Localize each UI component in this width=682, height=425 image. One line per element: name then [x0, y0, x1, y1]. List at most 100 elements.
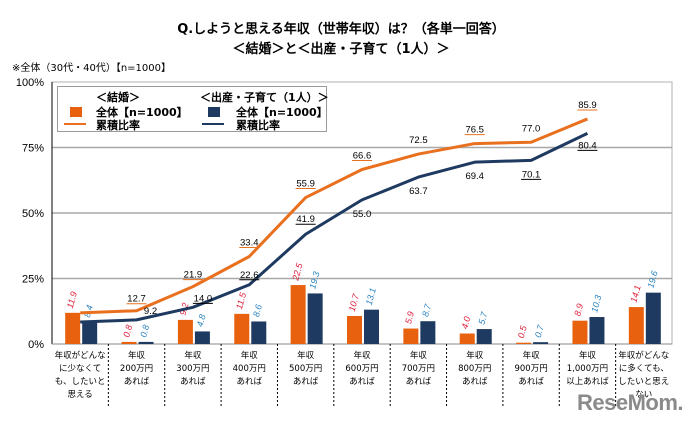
category-label: に少なくて	[59, 364, 101, 374]
cumulative-value-label: 22.6	[240, 270, 259, 281]
category-label: あれば	[349, 377, 375, 387]
category-label: も、したいと	[55, 377, 106, 387]
bar-marriage	[403, 328, 419, 344]
bar-childcare	[589, 317, 605, 344]
bar-marriage	[459, 333, 475, 344]
category-label: 400万円	[233, 364, 266, 374]
legend-marriage-bar-label: 全体【n=1000】	[96, 106, 188, 119]
bar-childcare	[251, 321, 267, 344]
cumulative-value-label: 85.9	[578, 100, 597, 111]
bar-value-label: 8.9	[572, 303, 585, 318]
category-label: 年収	[466, 350, 484, 361]
cumulative-value-label: 72.5	[409, 135, 428, 146]
bar-childcare	[533, 342, 549, 344]
bar-childcare	[645, 292, 661, 344]
y-tick-label: 50%	[22, 208, 44, 220]
cumulative-value-label: 77.0	[522, 123, 541, 134]
category-label: 年収	[241, 350, 259, 361]
category-label: 年収	[128, 350, 146, 361]
category-label: あれば	[518, 377, 544, 387]
category-label: 以上あれば	[566, 377, 609, 387]
bar-marriage	[234, 313, 250, 344]
cumulative-value-label: 9.2	[144, 306, 157, 317]
bar-childcare	[476, 329, 492, 344]
bar-value-label: 19.3	[307, 270, 321, 290]
bar-value-label: 0.7	[533, 323, 546, 339]
bar-value-label: 5.9	[403, 310, 416, 325]
cumulative-value-label: 55.9	[296, 179, 315, 190]
y-tick-label: 25%	[22, 274, 44, 286]
bar-value-label: 14.1	[629, 284, 643, 304]
legend-marriage-line-swatch	[64, 123, 86, 125]
cumulative-value-label: 21.9	[184, 270, 203, 281]
bar-value-label: 11.9	[65, 290, 79, 309]
y-tick-label: 100%	[16, 77, 44, 89]
bar-value-label: 10.3	[589, 294, 603, 314]
legend-childcare-line-swatch	[202, 123, 224, 125]
category-label: 500万円	[289, 364, 322, 374]
category-label: 年収	[184, 350, 202, 361]
bar-value-label: 8.6	[251, 303, 264, 318]
bar-marriage	[177, 319, 193, 344]
category-label: 800万円	[458, 364, 491, 374]
bar-value-label: 0.8	[121, 324, 134, 339]
bar-value-label: 22.5	[290, 261, 305, 282]
bar-marriage	[572, 320, 588, 344]
bar-value-label: 11.5	[234, 291, 248, 311]
cumulative-value-label: 76.5	[465, 125, 484, 136]
bar-childcare	[307, 293, 323, 344]
y-tick-label: 0%	[28, 339, 44, 351]
category-label: あれば	[180, 377, 206, 387]
bar-marriage	[628, 307, 644, 344]
chart-title: Q.しようと思える年収（世帯年収）は？（各単一回答）	[177, 22, 505, 37]
category-label: したいと思え	[618, 377, 669, 387]
category-label: 年収	[353, 350, 371, 361]
legend-group1-header: ＜結婚＞	[96, 91, 140, 104]
sample-note: ※全体（30代・40代）【n=1000】	[12, 63, 171, 74]
bar-marriage	[121, 341, 137, 344]
bar-marriage	[347, 315, 362, 344]
category-label: 600万円	[345, 364, 378, 374]
category-label: 思える	[68, 390, 93, 400]
bar-value-label: 5.7	[476, 310, 489, 326]
category-label: あれば	[237, 377, 263, 387]
category-label: 年収がどんな	[55, 350, 106, 361]
legend-childcare-bar-label: 全体【n=1000】	[236, 106, 328, 119]
legend-childcare-line-label: 累積比率	[236, 119, 280, 132]
bar-marriage	[65, 312, 81, 344]
legend-swatch-childcare-bar	[208, 107, 220, 117]
cumulative-value-label: 14.0	[194, 293, 213, 304]
cumulative-value-label: 12.7	[127, 294, 146, 305]
category-label: 700万円	[402, 364, 435, 374]
category-label: 300万円	[176, 364, 209, 374]
bar-value-label: 19.6	[646, 270, 660, 290]
bar-childcare	[82, 321, 98, 344]
bar-childcare	[138, 341, 154, 344]
cumulative-value-label: 55.0	[353, 209, 372, 220]
cumulative-line-marriage	[80, 117, 589, 315]
cumulative-value-label: 33.4	[240, 237, 259, 248]
y-tick-label: 75%	[22, 143, 44, 155]
bar-childcare	[364, 309, 379, 344]
category-label: 1,000万円	[567, 364, 608, 374]
category-label: 900万円	[514, 364, 547, 374]
bar-value-label: 13.1	[364, 287, 378, 307]
cumulative-value-label: 66.6	[353, 151, 372, 162]
legend-swatch-marriage-bar	[70, 107, 82, 117]
bar-value-label: 10.7	[347, 292, 361, 312]
legend-marriage-line-label: 累積比率	[96, 119, 140, 132]
bar-value-label: 4.8	[195, 313, 208, 328]
watermark-logo: ReseMom.	[577, 390, 682, 415]
category-label: あれば	[462, 377, 488, 387]
cumulative-value-label: 80.4	[578, 140, 597, 151]
cumulative-value-label: 69.4	[465, 171, 484, 182]
cumulative-value-label: 70.1	[522, 169, 541, 180]
category-label: あれば	[293, 377, 319, 387]
bar-value-label: 0.5	[516, 324, 529, 340]
legend: ＜結婚＞ ＜出産・子育て（1人）＞ 全体【n=1000】 全体【n=1000】 …	[57, 86, 329, 132]
category-label: 200万円	[120, 364, 153, 374]
cumulative-value-label: 63.7	[409, 186, 428, 197]
bar-childcare	[194, 331, 210, 344]
category-label: 年収がどんな	[618, 350, 669, 361]
